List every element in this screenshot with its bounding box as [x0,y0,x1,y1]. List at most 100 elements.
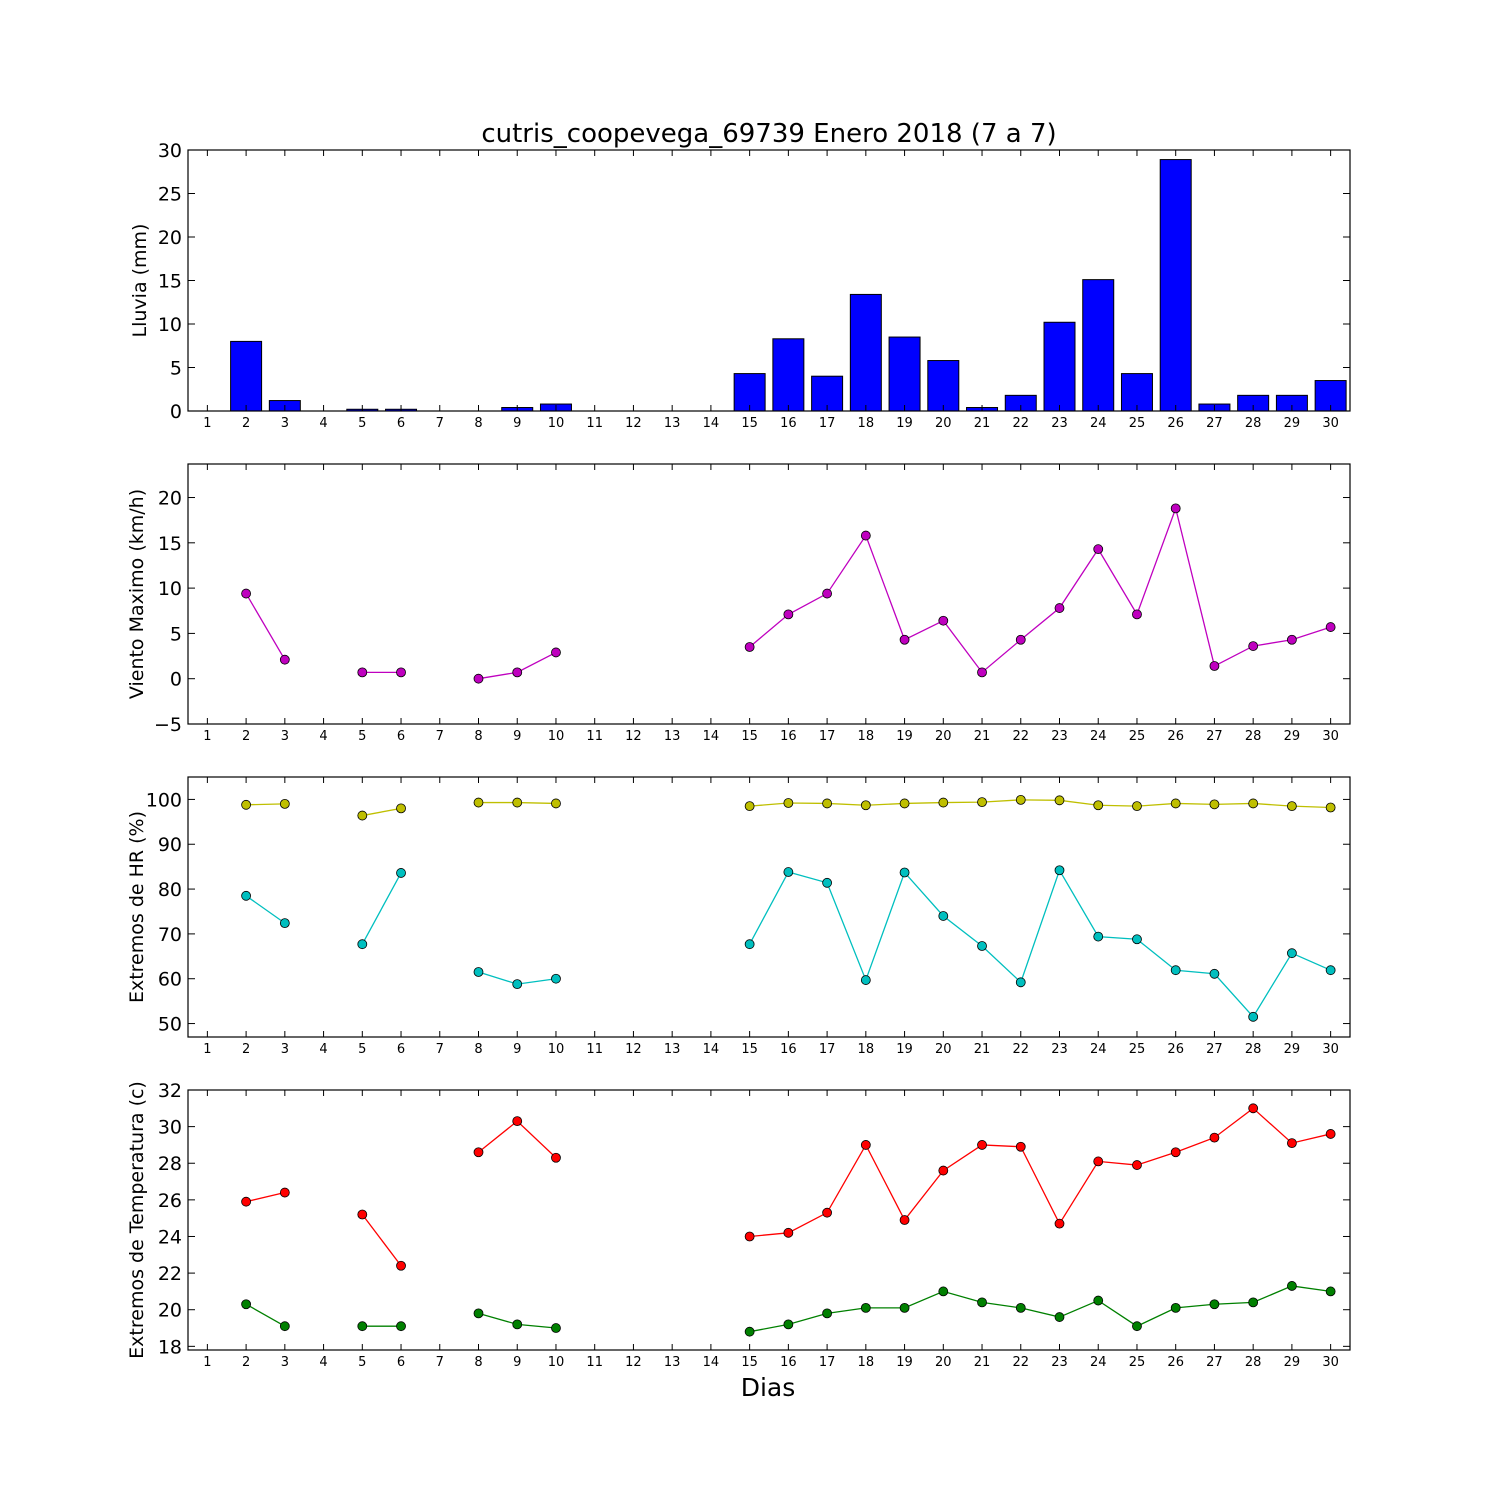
x-tick-label: 21 [974,729,991,744]
y-tick-label: 90 [158,834,182,856]
bar-day-24 [1082,279,1115,412]
series-1-point-day-25 [1132,609,1142,620]
series-2-line [245,1303,286,1327]
series-1-point-day-26 [1170,503,1181,514]
series-1-point-day-22 [1015,794,1026,805]
series-1-point-day-17 [822,588,832,599]
x-tick-label: 13 [664,1042,681,1057]
y-tick-label: 30 [158,140,182,162]
x-tick-label: 26 [1167,729,1184,744]
series-1-point-day-5 [357,667,368,678]
x-tick-label: 16 [780,416,797,431]
x-tick-label: 19 [896,729,913,744]
x-tick-label: 19 [896,1355,913,1370]
x-tick-label: 25 [1129,416,1146,431]
series-1-point-day-27 [1209,799,1220,810]
series-2-point-day-27 [1209,1299,1220,1310]
series-1-point-day-3 [279,799,290,809]
bar-day-2 [230,340,263,412]
series-2-point-day-8 [473,967,484,977]
x-tick-label: 9 [513,416,521,431]
series-2-point-day-26 [1170,1302,1181,1313]
series-2-point-day-18 [860,975,871,985]
series-2-point-day-20 [938,911,949,921]
series-1-point-day-27 [1209,1132,1220,1143]
x-tick-label: 30 [1322,1355,1339,1370]
series-2-line [245,895,286,924]
series-2-point-day-3 [279,918,290,929]
series-1-point-day-3 [279,654,290,665]
x-tick-label: 14 [703,1042,720,1057]
x-tick-label: 3 [281,729,289,744]
x-tick-label: 18 [858,416,875,431]
series-1-line [245,1191,285,1203]
series-1-point-day-16 [783,609,794,620]
x-tick-label: 9 [513,1042,521,1057]
x-tick-label: 14 [703,729,720,744]
x-tick-label: 29 [1284,1042,1301,1057]
bar-day-18 [849,293,882,412]
bar-day-20 [927,360,960,412]
y-tick-label: 20 [158,1300,182,1322]
y-tick-label: 26 [158,1190,182,1212]
x-tick-label: 28 [1245,416,1262,431]
x-tick-label: 10 [548,416,565,431]
series-2-point-day-25 [1132,1321,1142,1332]
x-tick-label: 7 [436,1355,444,1370]
bar-day-25 [1120,373,1153,412]
bar-day-26 [1159,159,1192,412]
series-1-line [749,799,1331,809]
x-tick-label: 4 [319,729,327,744]
x-tick-label: 21 [974,1042,991,1057]
y-tick-label: 25 [158,184,182,206]
x-tick-label: 12 [625,1355,642,1370]
series-1-point-day-24 [1093,800,1104,811]
x-tick-label: 10 [548,1355,565,1370]
x-tick-label: 21 [974,1355,991,1370]
series-1-point-day-16 [783,1227,794,1238]
x-tick-label: 29 [1284,729,1301,744]
x-tick-label: 1 [203,416,211,431]
series-1-point-day-25 [1132,1160,1142,1170]
x-tick-label: 24 [1090,1355,1107,1370]
x-tick-label: 27 [1206,1042,1223,1057]
series-1-point-day-20 [938,1165,949,1176]
x-tick-label: 5 [358,1042,366,1057]
y-axis-label: Extremos de Temperatura (c) [126,1081,148,1359]
x-tick-label: 4 [319,1355,327,1370]
series-2-point-day-29 [1287,1281,1297,1291]
panel-1: 1 2 3 4 5 6 7 8 9 10 11 12 13 14 15 16 17 18 19 20 21 22 23 24 2… [129,119,1351,431]
x-tick-label: 30 [1322,729,1339,744]
series-2-point-day-2 [241,890,252,901]
series-1-point-day-16 [783,798,794,808]
y-tick-label: 0 [170,401,182,423]
series-1-point-day-29 [1287,1138,1297,1148]
series-1-point-day-8 [473,673,484,684]
series-1-point-day-10 [551,1152,561,1163]
y-tick-label: 18 [158,1336,182,1358]
series-1-point-day-2 [241,799,252,810]
y-tick-label: 24 [158,1226,182,1248]
x-tick-label: 22 [1012,729,1029,744]
series-2-point-day-28 [1248,1011,1259,1022]
series-1-point-day-23 [1054,795,1065,806]
series-2-point-day-17 [822,877,832,888]
x-tick-label: 15 [741,729,758,744]
series-2-point-day-5 [357,1321,368,1332]
x-tick-label: 12 [625,1042,642,1057]
bar-day-23 [1043,321,1076,412]
series-1-point-day-18 [860,800,871,811]
x-tick-label: 22 [1012,1355,1029,1370]
x-tick-label: 17 [819,1355,836,1370]
x-tick-label: 28 [1245,1042,1262,1057]
x-tick-label: 17 [819,729,836,744]
series-1-point-day-15 [744,801,755,812]
series-2-point-day-28 [1248,1297,1259,1308]
series-2-point-day-3 [279,1321,290,1332]
x-tick-label: 15 [741,416,758,431]
series-1-point-day-29 [1287,634,1297,645]
x-tick-label: 24 [1090,729,1107,744]
x-tick-label: 12 [625,416,642,431]
x-tick-label: 15 [741,1042,758,1057]
series-1-point-day-30 [1325,622,1336,632]
